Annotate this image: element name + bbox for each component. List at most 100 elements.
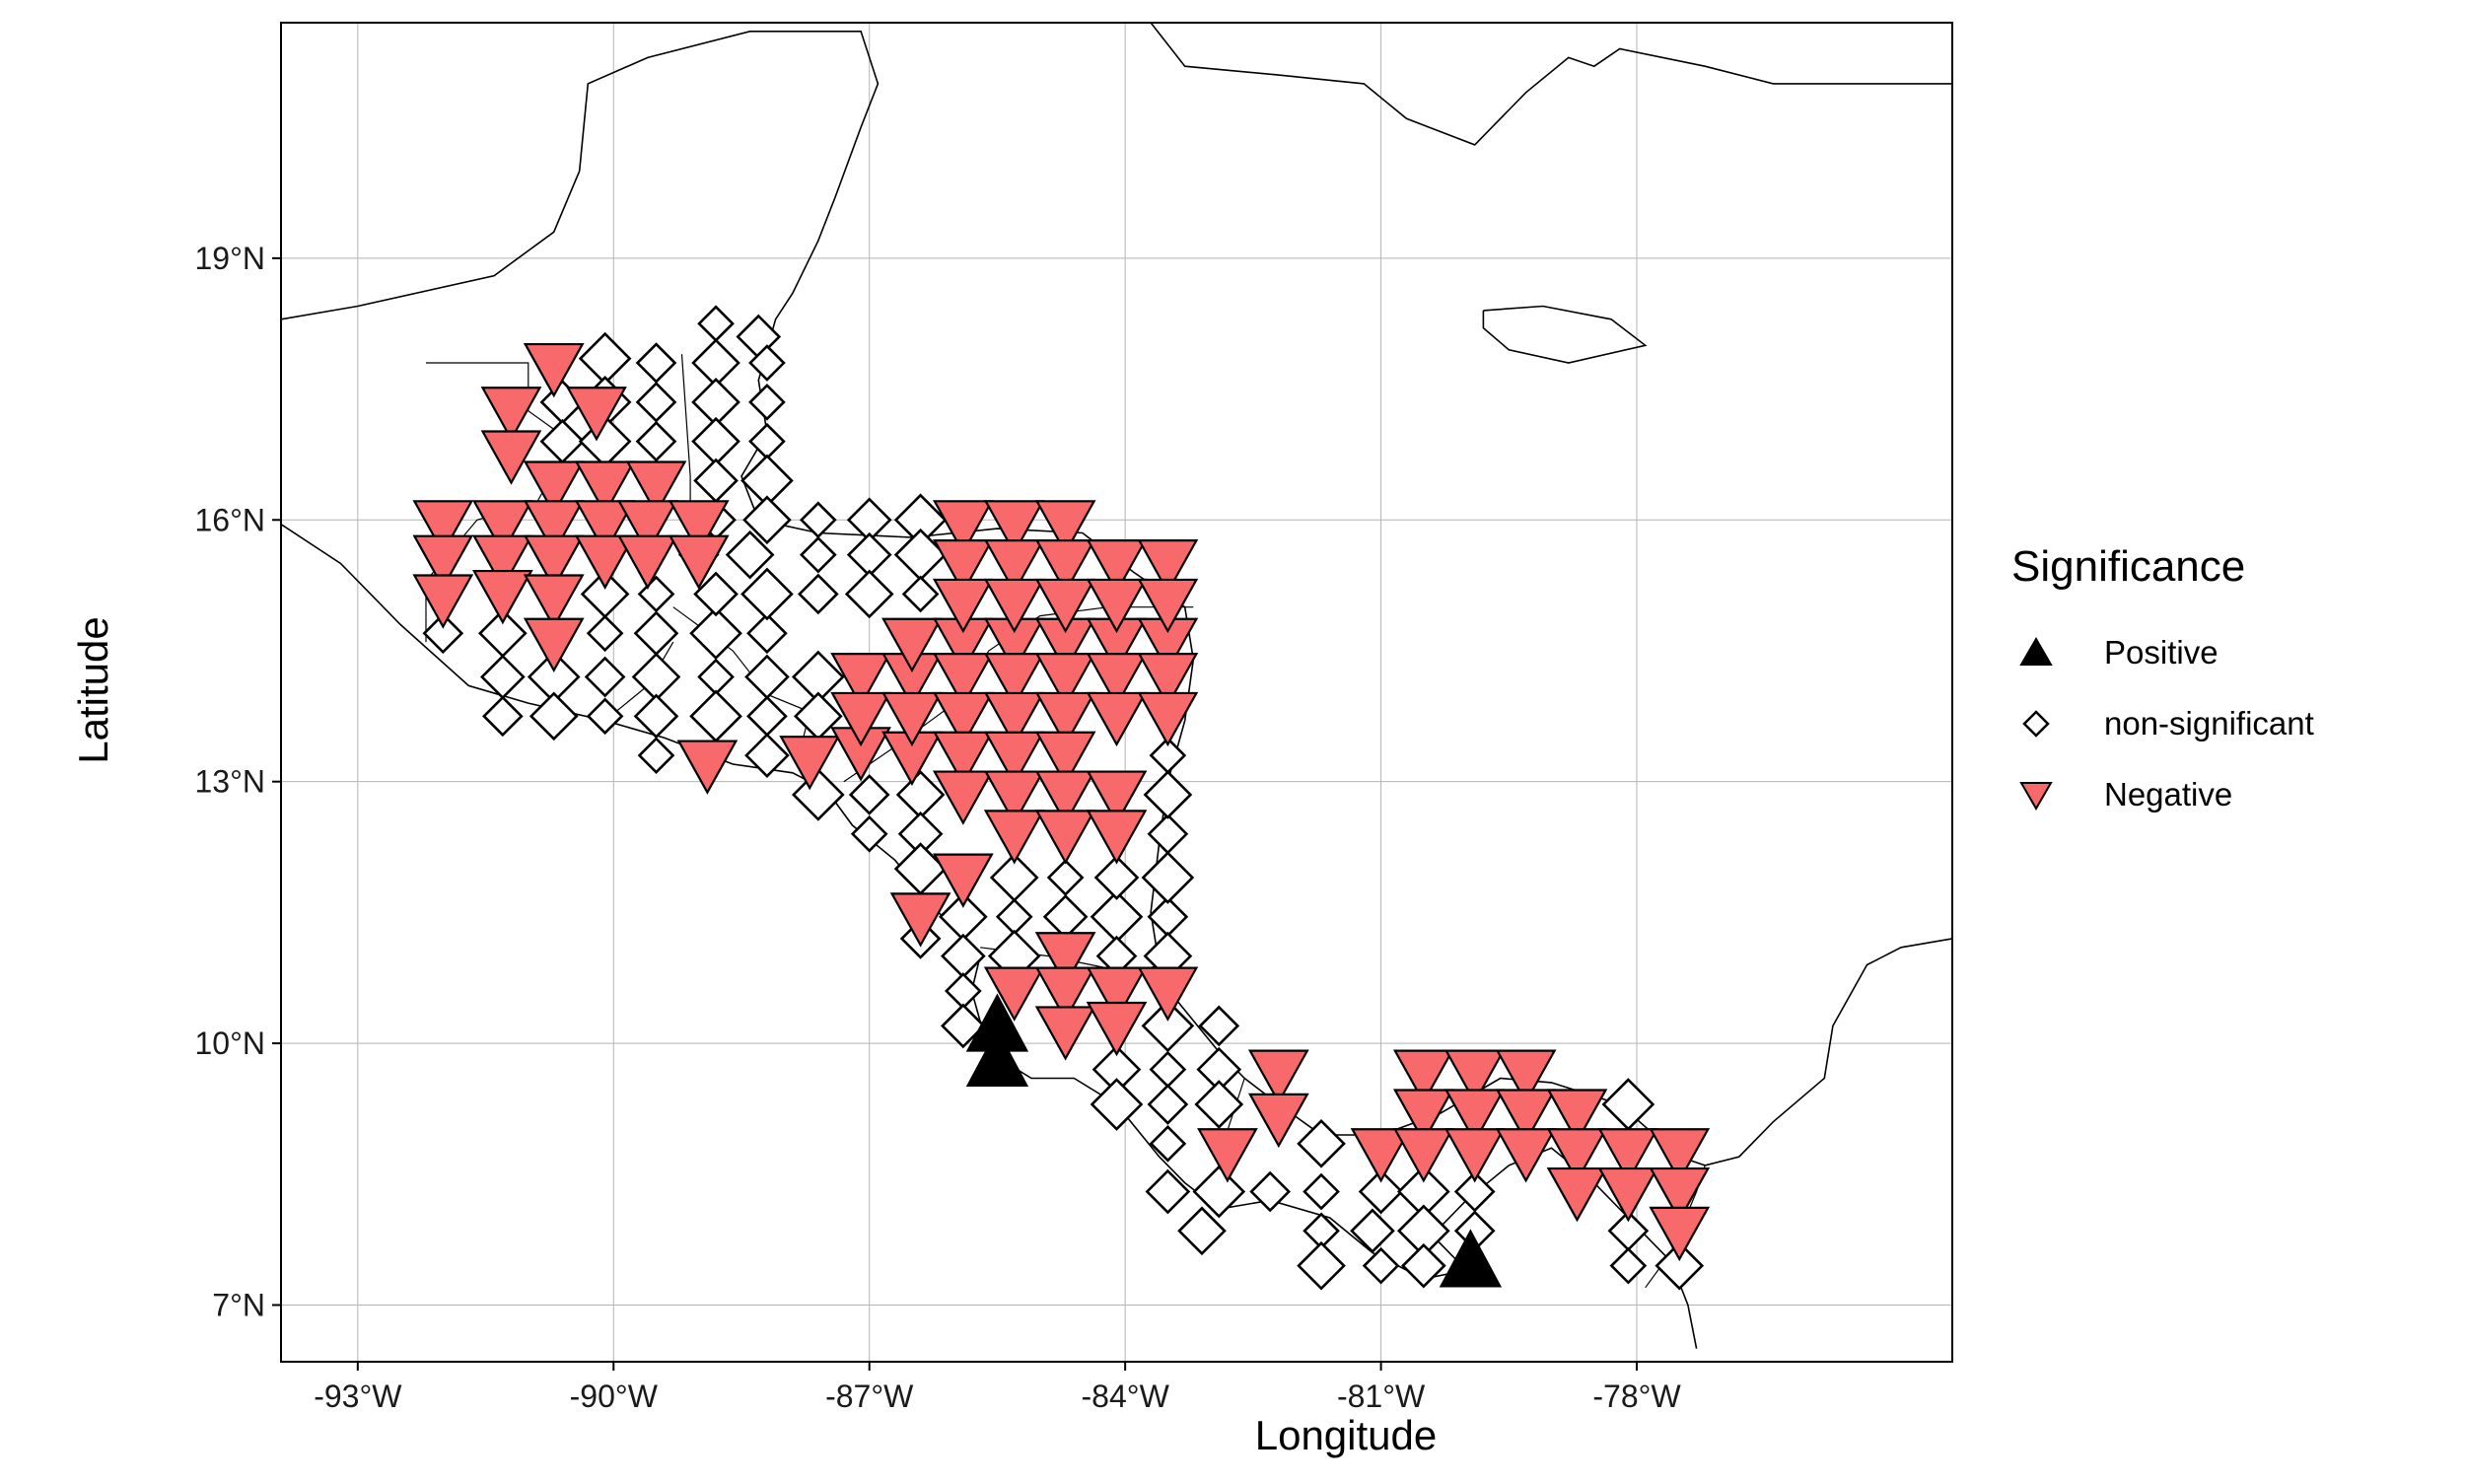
negative-marker — [1197, 1128, 1258, 1183]
nonsignificant-marker — [1177, 1206, 1227, 1256]
coastline — [1482, 305, 1648, 364]
negative-marker — [471, 569, 533, 625]
negative-marker — [1597, 1166, 1659, 1223]
negative-marker — [779, 736, 841, 791]
nonsignificant-marker — [744, 733, 790, 778]
nonsignificant-marker — [1141, 851, 1195, 904]
legend: Significance Positive non-significant Ne… — [2011, 542, 2445, 830]
negative-marker — [1495, 1089, 1557, 1144]
negative-marker — [1649, 1206, 1711, 1262]
x-tick-label: -90°W — [570, 1378, 659, 1414]
data-points — [412, 305, 1711, 1291]
negative-marker — [1086, 1001, 1148, 1057]
negative-marker — [983, 810, 1045, 865]
negative-marker — [1086, 810, 1148, 865]
legend-label-positive: Positive — [2104, 634, 2218, 671]
negative-marker — [566, 387, 627, 442]
negative-marker — [983, 691, 1045, 747]
nonsignificant-marker — [989, 853, 1039, 902]
negative-marker — [932, 578, 994, 634]
positive-marker — [1439, 1229, 1503, 1288]
x-tick-label: -87°W — [825, 1378, 914, 1414]
negative-marker — [983, 731, 1045, 786]
negative-marker — [1086, 539, 1148, 595]
y-tick-label: 10°N — [195, 1025, 266, 1061]
negative-marker — [574, 500, 636, 555]
x-tick-label: -84°W — [1082, 1378, 1170, 1414]
nonsignificant-marker — [740, 567, 794, 621]
y-tick-label: 13°N — [195, 764, 266, 800]
negative-marker — [983, 966, 1045, 1022]
negative-marker — [471, 534, 533, 590]
triangle-down-icon — [2011, 770, 2061, 819]
negative-marker — [523, 342, 585, 398]
legend-title: Significance — [2011, 542, 2246, 591]
negative-marker — [1034, 810, 1096, 865]
nonsignificant-marker — [742, 495, 792, 545]
negative-marker — [1392, 1049, 1454, 1104]
negative-marker — [1137, 691, 1199, 747]
negative-marker — [932, 653, 994, 708]
y-tick-label: 19°N — [195, 241, 266, 276]
negative-marker — [1034, 500, 1096, 555]
plot-panel-border — [280, 22, 1953, 1363]
negative-marker — [1247, 1093, 1309, 1149]
negative-marker — [1137, 539, 1199, 595]
negative-marker — [1137, 653, 1199, 708]
negative-marker — [523, 617, 585, 672]
nonsignificant-marker — [1609, 1246, 1648, 1285]
nonsignificant-marker — [1198, 1005, 1240, 1047]
negative-marker — [983, 578, 1045, 634]
negative-marker — [1495, 1049, 1557, 1104]
legend-label-nonsignificant: non-significant — [2104, 705, 2314, 742]
nonsignificant-marker — [1145, 1168, 1191, 1215]
legend-item-negative: Negative — [2011, 759, 2445, 830]
negative-marker — [1034, 770, 1096, 825]
nonsignificant-marker — [1655, 1240, 1705, 1291]
nonsignificant-marker — [1249, 1170, 1292, 1213]
y-axis-title: Latitude — [70, 616, 116, 764]
nonsignificant-marker — [580, 569, 630, 619]
nonsignificant-marker — [693, 571, 739, 617]
nonsignificant-marker — [799, 535, 837, 574]
nonsignificant-marker — [1194, 1080, 1244, 1129]
negative-marker — [1444, 1128, 1506, 1183]
negative-marker — [983, 770, 1045, 825]
negative-marker — [412, 534, 474, 590]
negative-marker — [1034, 1006, 1096, 1061]
nonsignificant-marker — [1297, 1118, 1346, 1168]
negative-marker — [1350, 1128, 1412, 1183]
negative-marker — [1034, 578, 1096, 634]
negative-marker — [932, 539, 994, 595]
negative-marker — [523, 534, 585, 590]
negative-marker — [523, 574, 585, 629]
negative-marker — [1392, 1128, 1454, 1183]
negative-marker — [1597, 1128, 1659, 1183]
negative-marker — [412, 500, 474, 555]
negative-marker — [1034, 932, 1096, 987]
negative-marker — [1649, 1166, 1711, 1223]
nonsignificant-marker — [940, 1003, 986, 1049]
negative-marker — [1137, 578, 1199, 634]
nonsignificant-marker — [1147, 813, 1189, 855]
negative-marker — [830, 691, 891, 747]
x-tick-label: -78°W — [1592, 1378, 1681, 1414]
nonsignificant-marker — [586, 614, 624, 653]
nonsignificant-marker — [850, 814, 888, 853]
negative-marker — [1086, 653, 1148, 708]
nonsignificant-marker — [1400, 1242, 1446, 1289]
nonsignificant-marker — [901, 575, 940, 613]
nonsignificant-marker — [1143, 770, 1193, 819]
nonsignificant-marker — [1141, 999, 1195, 1053]
nonsignificant-marker — [689, 606, 742, 661]
negative-marker — [1086, 770, 1148, 825]
negative-marker — [1546, 1089, 1608, 1144]
negative-marker — [625, 460, 687, 516]
triangle-up-icon — [2011, 628, 2061, 677]
nonsignificant-marker — [1147, 1084, 1189, 1125]
negative-marker — [1649, 1128, 1711, 1183]
nonsignificant-marker — [1149, 1124, 1187, 1163]
nonsignificant-marker — [748, 344, 786, 382]
